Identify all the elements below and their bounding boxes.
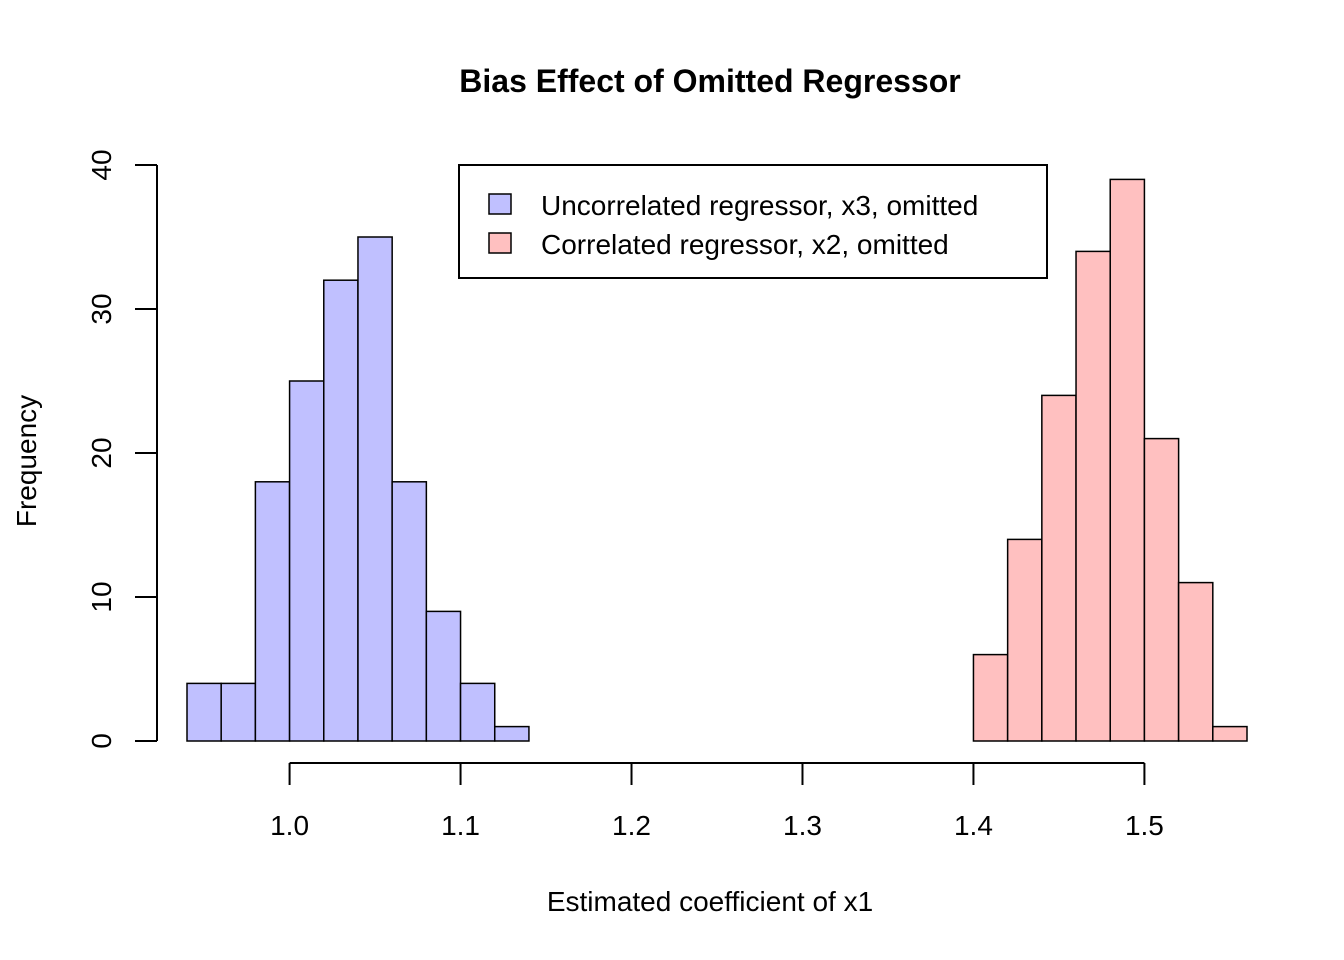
x-tick-label-1: 1.1 xyxy=(441,810,480,841)
bar-series1-bin6 xyxy=(1177,581,1214,742)
bar-series1-bin0 xyxy=(972,653,1009,742)
bar-series0-bin9 xyxy=(493,725,530,742)
bar-series1-bin4 xyxy=(1109,178,1146,742)
legend-swatch-uncorrelated xyxy=(488,193,512,215)
y-tick-label-0: 0 xyxy=(86,733,117,749)
x-tick-label-5: 1.5 xyxy=(1125,810,1164,841)
bar-series0-bin6 xyxy=(391,481,428,742)
x-tick-label-2: 1.2 xyxy=(612,810,651,841)
legend-box xyxy=(458,164,1048,279)
y-tick-label-2: 20 xyxy=(86,437,117,468)
legend-label-uncorrelated: Uncorrelated regressor, x3, omitted xyxy=(541,190,978,221)
y-tick-label-4: 40 xyxy=(86,149,117,180)
bars-layer xyxy=(186,178,1248,742)
legend-label-correlated: Correlated regressor, x2, omitted xyxy=(541,229,949,260)
bar-series1-bin3 xyxy=(1075,250,1111,742)
y-tick-label-3: 30 xyxy=(86,293,117,324)
x-axis: 1.0 1.1 1.2 1.3 1.4 1.5 xyxy=(270,762,1164,841)
bar-series0-bin1 xyxy=(220,682,257,742)
bar-series1-bin5 xyxy=(1143,437,1180,742)
bar-series1-bin7 xyxy=(1212,725,1248,742)
bar-series0-bin7 xyxy=(425,610,462,742)
x-tick-label-4: 1.4 xyxy=(954,810,993,841)
y-axis: 0 10 20 30 40 xyxy=(86,149,158,749)
bar-series1-bin1 xyxy=(1006,538,1043,742)
bar-series0-bin3 xyxy=(288,380,325,742)
bar-series0-bin0 xyxy=(186,682,222,742)
bar-series0-bin5 xyxy=(357,236,393,742)
y-tick-label-1: 10 xyxy=(86,581,117,612)
legend-swatch-correlated xyxy=(488,232,512,254)
x-tick-label-0: 1.0 xyxy=(270,810,309,841)
x-axis-label: Estimated coefficient of x1 xyxy=(547,886,873,917)
bar-series0-bin4 xyxy=(323,279,359,742)
bar-series0-bin8 xyxy=(459,682,496,742)
bar-series1-bin2 xyxy=(1041,394,1077,742)
bar-series0-bin2 xyxy=(254,481,291,742)
chart-title: Bias Effect of Omitted Regressor xyxy=(459,63,960,99)
y-axis-label: Frequency xyxy=(11,395,42,527)
legend: Uncorrelated regressor, x3, omitted Corr… xyxy=(458,164,1048,279)
x-tick-label-3: 1.3 xyxy=(783,810,822,841)
